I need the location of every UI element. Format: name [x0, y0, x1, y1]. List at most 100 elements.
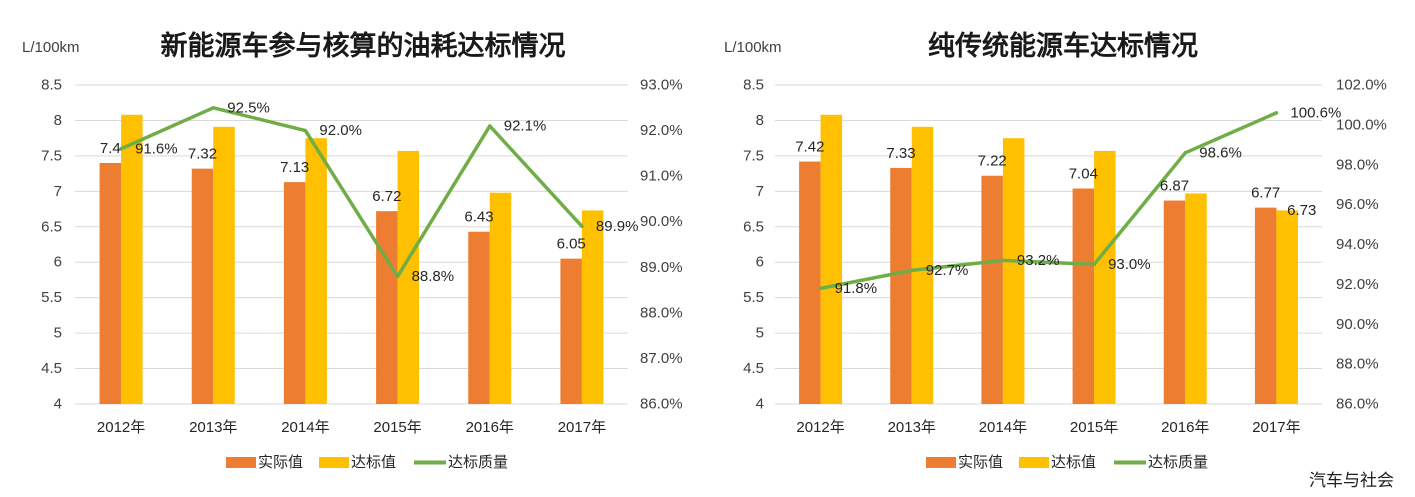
bars: [799, 114, 1298, 405]
quality-point-2014: [1001, 258, 1005, 263]
y2-tick-label: 88.0%: [1336, 356, 1379, 373]
actual-data-label-2012: 7.42: [795, 139, 824, 156]
legend-swatch-actual: [926, 457, 956, 468]
quality-data-label-2016: 92.1%: [504, 118, 547, 135]
legend-swatch-target: [319, 457, 349, 468]
quality-point-2014: [303, 128, 308, 133]
gridlines: [775, 84, 1322, 405]
target-bar-2012: [121, 114, 143, 405]
y2-tick-label: 94.0%: [1336, 236, 1379, 253]
y2-tick-label: 86.0%: [1336, 396, 1379, 413]
target-bar-2014: [1002, 138, 1025, 404]
quality-data-label-2017: 89.9%: [596, 218, 639, 235]
target-bar-2016: [1185, 193, 1207, 404]
quality-data-label-2014: 93.2%: [1017, 252, 1060, 269]
actual-bar-2015: [1072, 188, 1095, 404]
gridlines: [75, 84, 628, 405]
actual-bar-2014: [283, 182, 306, 404]
y-tick-label: 7: [54, 183, 62, 200]
actual-bar-2012: [799, 161, 821, 404]
quality-data-label-2012: 91.6%: [135, 140, 178, 157]
y-tick-label: 7: [756, 183, 764, 200]
y2-tick-label: 87.0%: [640, 350, 683, 367]
y-tick-label: 6: [756, 254, 764, 271]
actual-data-label-2017: 6.05: [557, 236, 586, 253]
y-tick-label: 6.5: [743, 218, 764, 235]
y-tick-label: 7.5: [743, 147, 764, 164]
quality-line: [818, 111, 1279, 291]
actual-bar-2015: [376, 211, 398, 404]
actual-bar-2012: [99, 162, 122, 404]
y2-tick-label: 98.0%: [1336, 156, 1379, 173]
x-tick-label-2015: 2015年: [1070, 419, 1118, 436]
actual-data-label-2015: 6.72: [372, 188, 401, 205]
y-axis-unit-label: L/100km: [22, 39, 80, 56]
legend-label-actual: 实际值: [258, 454, 303, 471]
x-tick-label-2016: 2016年: [466, 419, 514, 436]
x-tick-label-2012: 2012年: [97, 419, 145, 436]
quality-data-label-2016: 98.6%: [1199, 144, 1242, 161]
quality-point-2016: [1183, 151, 1187, 155]
actual-data-label-2013: 7.32: [188, 146, 217, 163]
y-tick-label: 6.5: [41, 218, 62, 235]
x-tick-label-2015: 2015年: [373, 419, 421, 436]
chart-title: 新能源车参与核算的油耗达标情况: [161, 30, 566, 61]
y2-tick-label: 100.0%: [1336, 116, 1387, 133]
chart-title: 纯传统能源车达标情况: [928, 30, 1198, 61]
quality-data-label-2015: 93.0%: [1108, 256, 1151, 273]
target-data-label-2017: 6.73: [1287, 202, 1316, 219]
quality-point-2013: [910, 268, 914, 273]
y2-tick-label: 93.0%: [640, 77, 683, 94]
actual-data-label-2014: 7.22: [978, 153, 1007, 170]
quality-point-2017: [1274, 111, 1279, 115]
y2-tick-label: 88.0%: [640, 304, 683, 321]
target-bar-2013: [911, 126, 934, 404]
y2-tick-label: 89.0%: [640, 259, 683, 276]
legend-label-quality: 达标质量: [1148, 454, 1208, 471]
target-bar-2014: [305, 138, 327, 404]
target-bar-2016: [489, 192, 512, 404]
legend: 实际值 达标值 达标质量: [926, 454, 1208, 471]
target-bar-2012: [820, 114, 843, 405]
target-bar-2017: [581, 210, 604, 404]
y-tick-label: 4: [756, 396, 764, 413]
actual-data-label-2017: 6.77: [1251, 185, 1280, 202]
actual-bar-2013: [191, 168, 214, 404]
quality-point-2015: [395, 274, 400, 279]
actual-data-label-2016: 6.43: [464, 209, 493, 226]
y-tick-label: 8: [756, 112, 764, 129]
actual-bar-2017: [560, 258, 582, 404]
y2-tick-label: 91.0%: [640, 168, 683, 185]
actual-data-label-2013: 7.33: [886, 145, 915, 162]
quality-point-2012: [119, 147, 123, 151]
x-tick-label-2014: 2014年: [979, 419, 1027, 436]
chart-nev-included: L/100km 新能源车参与核算的油耗达标情况 8.5 8 7.5 7 6.5 6 5.5 5…: [22, 30, 683, 471]
y-tick-label: 5: [756, 325, 764, 342]
y2-tick-label: 96.0%: [1336, 196, 1379, 213]
legend-label-actual: 实际值: [958, 454, 1003, 471]
legend-label-target: 达标值: [1051, 454, 1096, 471]
legend-swatch-target: [1019, 457, 1049, 468]
legend-label-target: 达标值: [351, 454, 396, 471]
actual-data-label-2015: 7.04: [1069, 165, 1098, 182]
labels: 8.5 8 7.5 7 6.5 6 5.5 5 4.5 4 102.0% 100.0% 98.0% 96.…: [743, 77, 1387, 437]
chart-conventional-only: L/100km 纯传统能源车达标情况 8.5 8 7.5 7 6.5 6 5.5 5 4.5 4 1…: [724, 30, 1387, 471]
actual-bar-2013: [890, 167, 912, 404]
quality-point-2013: [211, 106, 215, 110]
y2-tick-label: 102.0%: [1336, 77, 1387, 94]
legend-swatch-actual: [226, 457, 256, 468]
y2-tick-label: 92.0%: [640, 122, 683, 139]
x-tick-label-2013: 2013年: [189, 419, 237, 436]
quality-data-label-2013: 92.5%: [227, 99, 270, 116]
x-tick-label-2012: 2012年: [796, 419, 844, 436]
labels: 8.5 8 7.5 7 6.5 6 5.5 5 4.5 4 93.0% 92.0% 91.0% 90.0%…: [41, 77, 682, 437]
actual-data-label-2012: 7.4: [100, 140, 121, 157]
y2-tick-label: 90.0%: [1336, 316, 1379, 333]
quality-data-label-2012: 91.8%: [835, 280, 878, 297]
quality-data-label-2014: 92.0%: [319, 122, 362, 139]
y-tick-label: 4: [54, 396, 62, 413]
legend-label-quality: 达标质量: [448, 454, 508, 471]
y2-tick-label: 86.0%: [640, 396, 683, 413]
watermark: 汽车与社会: [1309, 471, 1394, 490]
y-tick-label: 4.5: [743, 360, 764, 377]
